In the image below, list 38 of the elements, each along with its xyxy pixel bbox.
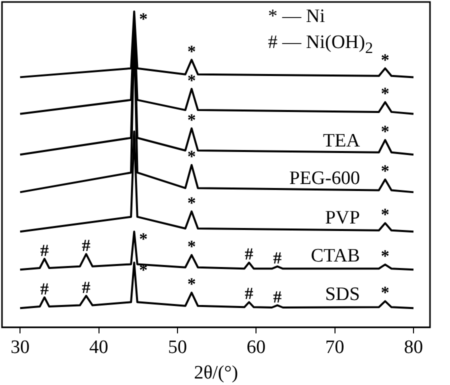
annotation: # bbox=[82, 278, 91, 297]
annotation: * bbox=[187, 193, 196, 212]
annotation: # bbox=[40, 240, 50, 260]
annotation: * — Ni bbox=[268, 5, 326, 29]
series-label: SDS bbox=[325, 284, 360, 306]
annotation: * bbox=[187, 70, 196, 90]
annotation: # bbox=[40, 279, 50, 298]
annotation: # bbox=[244, 244, 254, 264]
annotation: # bbox=[273, 248, 282, 268]
annotation: # bbox=[82, 236, 91, 256]
annotation: * bbox=[380, 246, 390, 266]
annotation: * bbox=[187, 42, 196, 61]
annotation: # — Ni(OH)$_{2}$ bbox=[268, 31, 374, 59]
annotation: * bbox=[380, 50, 390, 70]
annotation: * bbox=[187, 147, 196, 166]
annotation: * bbox=[187, 274, 196, 294]
x-tick-label: 30 bbox=[10, 336, 30, 358]
x-tick-label: 60 bbox=[246, 336, 266, 358]
annotation: # bbox=[273, 287, 282, 306]
series-label: TEA bbox=[323, 130, 360, 152]
series-label: CTAB bbox=[310, 246, 360, 267]
x-tick-label: 80 bbox=[404, 336, 423, 358]
annotation: * bbox=[139, 230, 148, 249]
annotation: # bbox=[244, 284, 254, 304]
annotation: * bbox=[380, 283, 390, 302]
x-axis-title: 2θ/(°) bbox=[194, 362, 238, 384]
annotation: * bbox=[187, 237, 196, 256]
annotation: * bbox=[380, 162, 390, 181]
series-label: PEG-600 bbox=[289, 168, 360, 190]
x-tick-label: 70 bbox=[325, 336, 344, 358]
annotation: * bbox=[139, 9, 148, 28]
series-label: PVP bbox=[325, 208, 360, 229]
annotation: * bbox=[380, 122, 390, 142]
annotation: * bbox=[187, 110, 196, 130]
annotation: * bbox=[380, 205, 390, 224]
annotation: * bbox=[380, 84, 390, 104]
x-tick-label: 50 bbox=[168, 336, 187, 358]
x-tick-label: 40 bbox=[89, 336, 108, 358]
